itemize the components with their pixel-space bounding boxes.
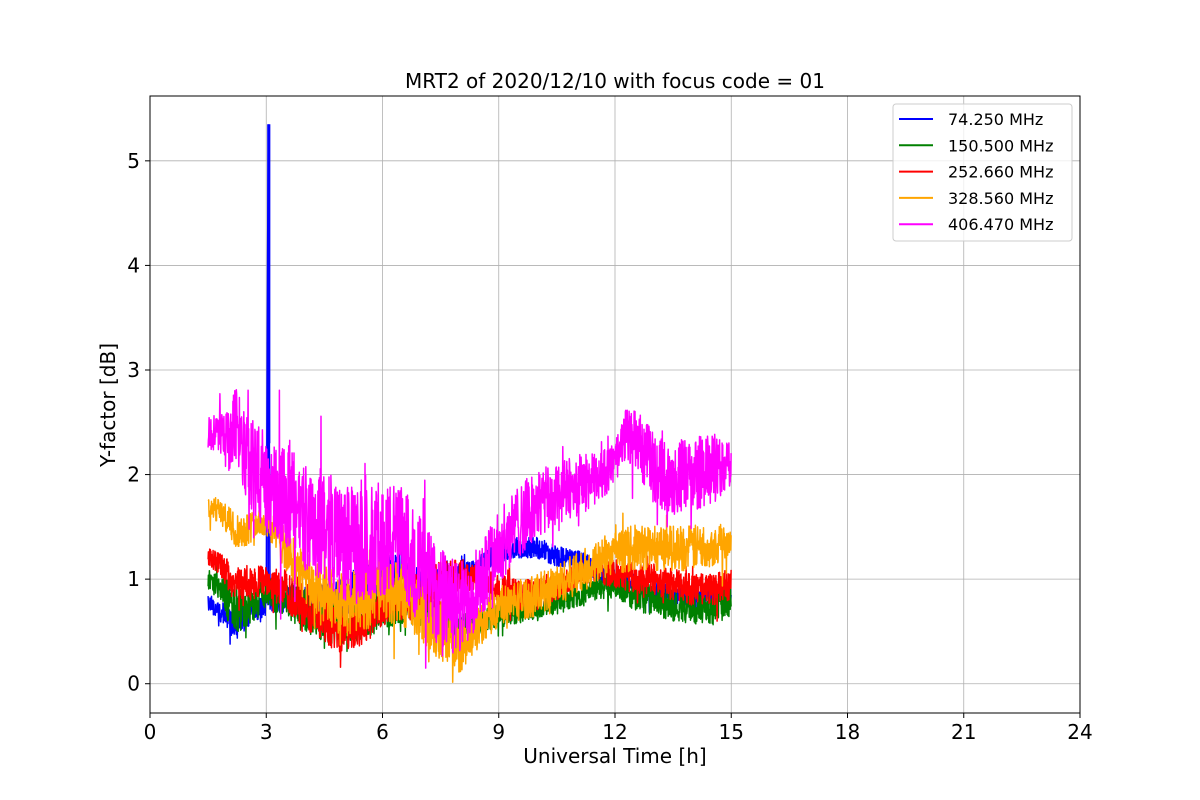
legend-label: 150.500 MHz <box>948 136 1053 155</box>
x-tick-label: 21 <box>951 720 976 744</box>
legend-label: 74.250 MHz <box>948 110 1043 129</box>
series-line-5 <box>207 388 732 669</box>
y-tick-label: 1 <box>127 567 140 591</box>
legend-label: 406.470 MHz <box>948 215 1053 234</box>
chart-title: MRT2 of 2020/12/10 with focus code = 01 <box>405 69 825 93</box>
x-tick-label: 18 <box>835 720 860 744</box>
legend-label: 252.660 MHz <box>948 163 1053 182</box>
y-tick-label: 0 <box>127 672 140 696</box>
y-tick-label: 5 <box>127 149 140 173</box>
legend: 74.250 MHz 150.500 MHz 252.660 MHz 328.560 … <box>892 103 1073 242</box>
x-axis-ticks: 0 3 6 9 12 15 18 21 24 <box>144 713 1093 744</box>
x-tick-label: 12 <box>602 720 627 744</box>
legend-label: 328.560 MHz <box>948 189 1053 208</box>
y-tick-label: 4 <box>127 253 140 277</box>
y-tick-label: 2 <box>127 463 140 487</box>
x-axis-label: Universal Time [h] <box>523 744 706 768</box>
legend-box <box>892 103 1073 242</box>
x-tick-label: 0 <box>144 720 157 744</box>
x-tick-label: 15 <box>719 720 744 744</box>
y-axis-label: Y-factor [dB] <box>96 343 120 468</box>
x-tick-label: 24 <box>1067 720 1092 744</box>
y-tick-label: 3 <box>127 358 140 382</box>
series-line-3 <box>207 548 732 668</box>
x-tick-label: 6 <box>376 720 389 744</box>
series-lines <box>207 124 732 684</box>
y-axis-ticks: 0 1 2 3 4 5 <box>127 149 150 696</box>
x-tick-label: 3 <box>260 720 273 744</box>
x-tick-label: 9 <box>492 720 505 744</box>
